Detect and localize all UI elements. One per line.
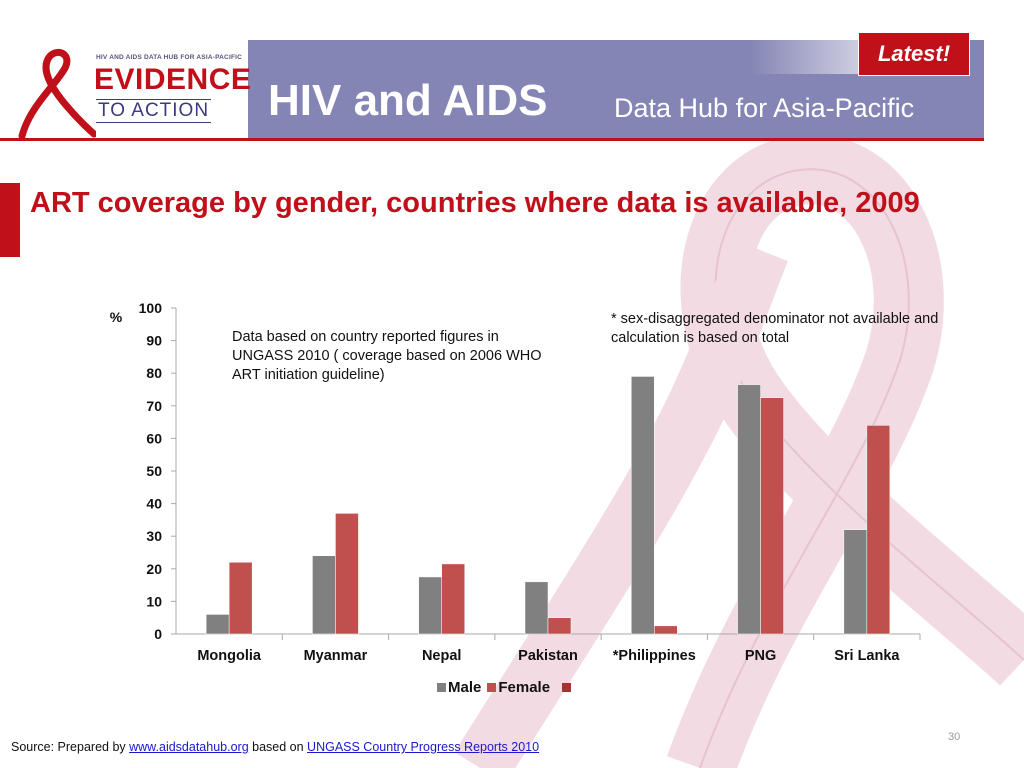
bar-male <box>418 576 442 635</box>
bar-female <box>866 425 891 635</box>
y-tick-label: 60 <box>146 430 162 446</box>
bar-female <box>335 513 359 635</box>
bar-male <box>631 376 655 635</box>
chart-note-data-source: Data based on country reported figures i… <box>232 329 542 383</box>
y-tick-label: 80 <box>146 365 162 381</box>
bar-male <box>205 614 230 635</box>
bar-male <box>524 581 549 635</box>
x-tick-label: *Philippines <box>613 648 696 664</box>
x-tick-label: Myanmar <box>304 648 368 664</box>
logo-evidence-text: EVIDENCE <box>94 63 252 96</box>
y-axis-label: % <box>110 309 123 325</box>
legend-swatch <box>437 682 446 692</box>
legend-item-female: Female <box>487 679 550 696</box>
y-tick-label: 30 <box>146 528 162 544</box>
bar-male <box>843 529 868 635</box>
page-number: 30 <box>948 731 961 743</box>
legend-swatch <box>487 682 497 692</box>
ungass-reports-link[interactable]: UNGASS Country Progress Reports 2010 <box>307 740 540 754</box>
logo-tagline: HIV AND AIDS DATA HUB FOR ASIA-PACIFIC <box>96 54 243 61</box>
legend-label: Female <box>498 678 551 696</box>
x-tick-label: PNG <box>745 648 776 664</box>
bar-female <box>547 617 572 635</box>
page-subtitle: Data Hub for Asia-Pacific <box>614 93 915 123</box>
bar-male <box>737 384 761 635</box>
chart-note-philippines: * sex-disaggregated denominator not avai… <box>611 311 939 346</box>
y-tick-label: 100 <box>139 300 163 316</box>
source-middle: based on <box>248 740 308 754</box>
source-line: Source: Prepared by www.aidsdatahub.org … <box>11 740 539 754</box>
y-tick-label: 40 <box>146 496 162 512</box>
logo-action-text: TO ACTION <box>96 99 212 123</box>
bar-female <box>760 397 784 635</box>
bar-male <box>312 555 336 635</box>
page-title: HIV and AIDS <box>268 76 548 125</box>
latest-badge[interactable]: Latest! <box>858 32 970 76</box>
legend-item-male: Male <box>437 679 481 696</box>
x-tick-label: Pakistan <box>518 648 578 664</box>
x-tick-label: Mongolia <box>197 648 262 664</box>
latest-fade <box>750 30 860 74</box>
logo: HIV AND AIDS DATA HUB FOR ASIA-PACIFIC E… <box>0 40 252 138</box>
legend-swatch-unlabeled <box>562 682 572 692</box>
y-tick-label: 90 <box>146 333 162 349</box>
title-accent-bar <box>0 183 20 257</box>
bar-female <box>654 625 678 635</box>
y-tick-label: 70 <box>146 398 162 414</box>
red-ribbon-icon <box>18 49 96 138</box>
aidsdatahub-link[interactable]: www.aidsdatahub.org <box>129 740 249 754</box>
bar-female <box>441 563 465 635</box>
y-tick-label: 20 <box>146 561 162 577</box>
y-tick-label: 0 <box>154 626 162 642</box>
y-tick-label: 50 <box>146 463 162 479</box>
source-prefix: Source: Prepared by <box>11 740 130 754</box>
x-tick-label: Nepal <box>422 648 462 664</box>
chart-legend: Male Female <box>437 677 573 697</box>
chart-title: ART coverage by gender, countries where … <box>30 187 920 219</box>
bar-female <box>228 562 253 635</box>
y-tick-label: 10 <box>146 593 162 609</box>
x-tick-label: Sri Lanka <box>834 648 900 664</box>
legend-label: Male <box>448 678 482 696</box>
